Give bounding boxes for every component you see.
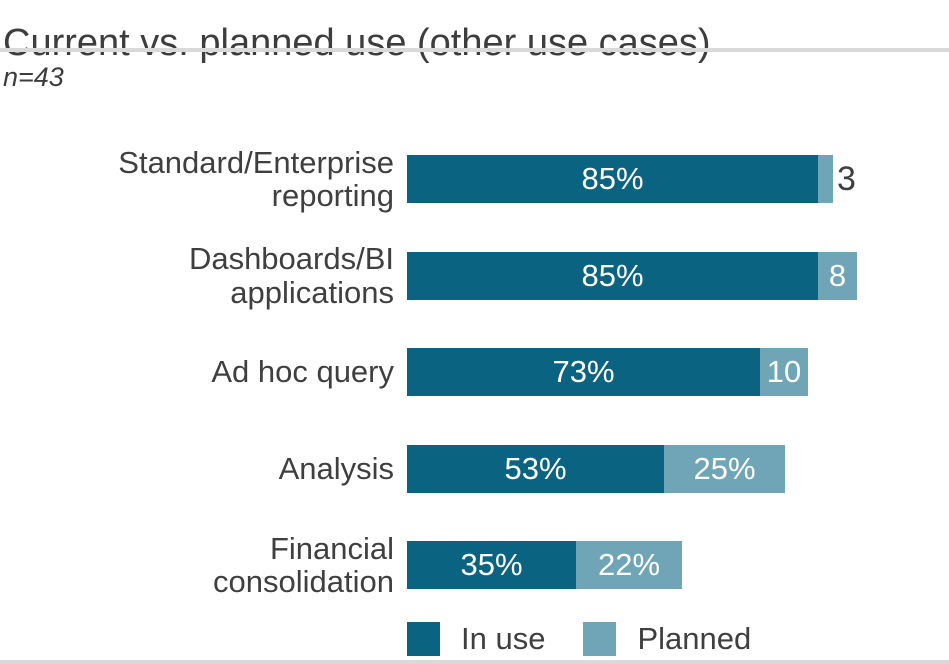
category-label: Ad hoc query (211, 354, 394, 390)
planned-value-label: 25% (693, 450, 756, 486)
category-label: Analysis (278, 450, 394, 486)
bar-chart-area: Standard/Enterprise reporting 85% 3 Dashboar… (0, 145, 949, 638)
in-use-bar-segment: 53% (407, 444, 664, 493)
in-use-bar-segment: 73% (407, 348, 760, 396)
category-label: Standard/Enterprise reporting (118, 144, 394, 213)
bottom-separator-line (0, 660, 949, 664)
planned-bar-segment: 25% (664, 444, 785, 493)
bar-row: Ad hoc query 73% 10 (0, 348, 949, 396)
in-use-bar-segment: 85% (407, 155, 818, 203)
bar-track: 73% 10 (407, 348, 949, 396)
bar-row: Dashboards/BI applications 85% 8 (0, 242, 949, 309)
bar-track: 35% 22% (407, 541, 949, 589)
in-use-value-label: 85% (581, 257, 644, 293)
bar-row: Financial consolidation 35% 22% (0, 531, 949, 598)
planned-bar-segment (818, 155, 833, 203)
bar-row: Analysis 53% 25% (0, 444, 949, 493)
in-use-value-label: 35% (460, 547, 523, 582)
planned-swatch (583, 622, 617, 656)
bar-track: 85% 8 (407, 251, 949, 300)
in-use-value-label: 85% (581, 161, 644, 196)
category-label: Financial consolidation (213, 530, 394, 599)
legend-item-planned: Planned (583, 621, 751, 657)
planned-value-label: 8 (828, 257, 847, 293)
in-use-bar-segment: 85% (407, 251, 818, 300)
chart-title: Current vs. planned use (other use cases… (3, 22, 711, 65)
sample-size-note: n=43 (3, 62, 64, 92)
planned-bar-segment: 22% (576, 541, 682, 589)
legend-label-planned: Planned (637, 621, 752, 656)
bar-track: 53% 25% (407, 444, 949, 493)
planned-bar-segment: 10 (760, 348, 808, 396)
in-use-swatch (407, 622, 440, 656)
in-use-bar-segment: 35% (407, 541, 576, 589)
planned-bar-segment: 8 (818, 251, 857, 300)
in-use-value-label: 73% (552, 354, 615, 389)
title-separator-line (0, 48, 949, 52)
in-use-value-label: 53% (504, 450, 567, 486)
chart-legend: In use Planned (407, 621, 789, 657)
category-label: Dashboards/BI applications (188, 241, 394, 310)
planned-value-label: 3 (837, 160, 856, 198)
bar-track: 85% 3 (407, 155, 949, 203)
bar-row: Standard/Enterprise reporting 85% 3 (0, 145, 949, 212)
planned-value-label: 22% (597, 547, 661, 582)
legend-label-in-use: In use (461, 621, 546, 656)
legend-item-in-use: In use (407, 621, 545, 657)
planned-value-label: 10 (766, 354, 802, 389)
